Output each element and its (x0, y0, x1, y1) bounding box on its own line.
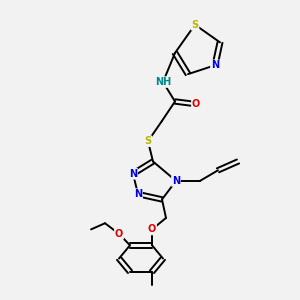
Text: O: O (192, 99, 200, 109)
Text: N: N (134, 189, 142, 199)
Text: NH: NH (155, 77, 171, 87)
Text: S: S (144, 136, 152, 146)
Text: N: N (211, 60, 219, 70)
Text: S: S (191, 20, 199, 30)
Text: O: O (148, 224, 156, 234)
Text: N: N (172, 176, 180, 186)
Text: O: O (115, 229, 123, 239)
Text: N: N (129, 169, 137, 179)
